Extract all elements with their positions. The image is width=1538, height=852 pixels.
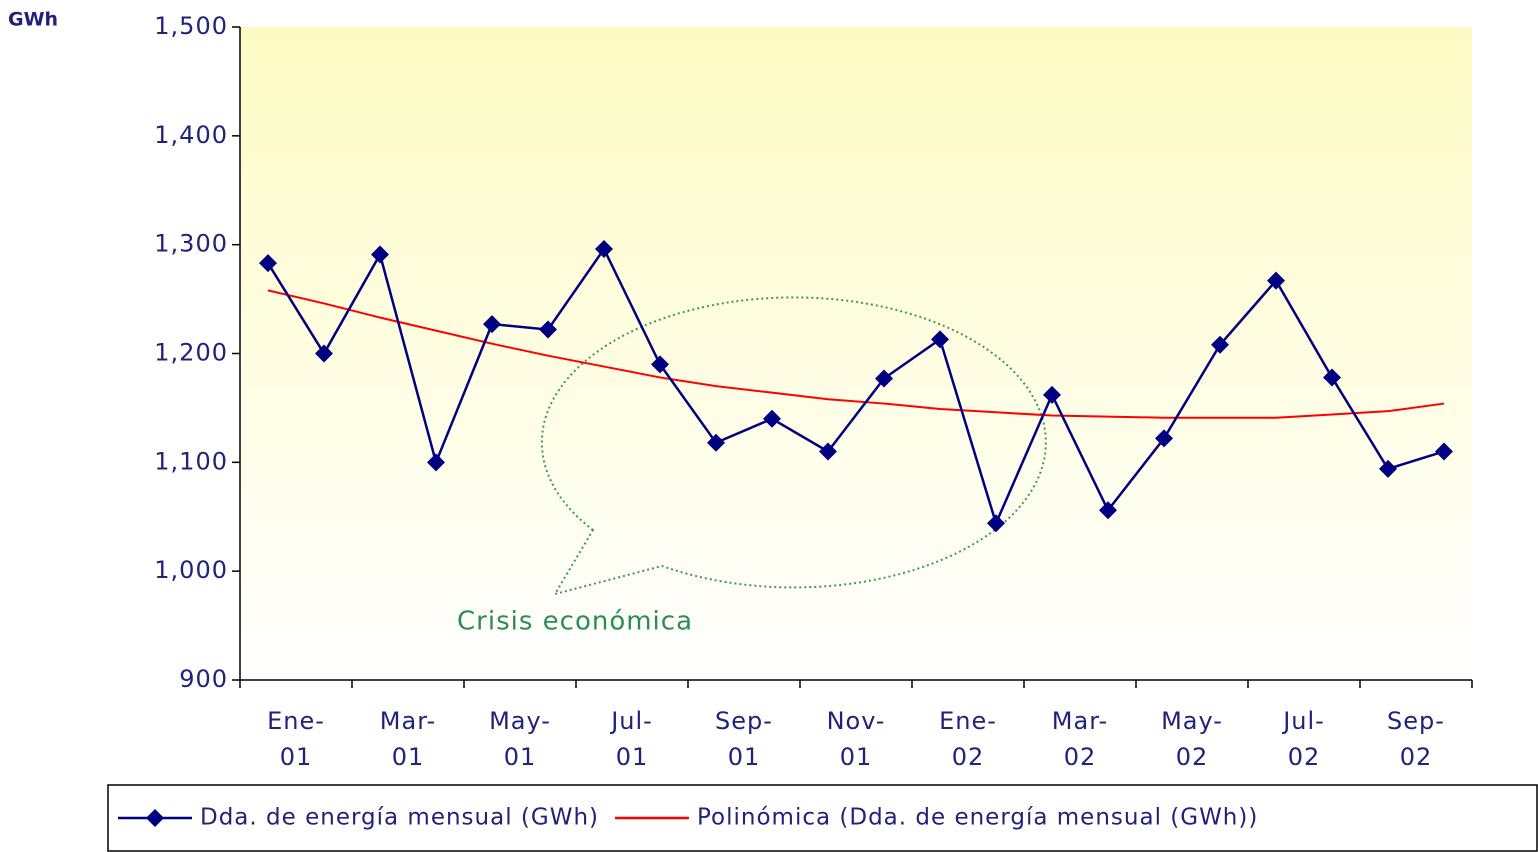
y-tick-label: 1,400	[154, 121, 228, 149]
point	[1043, 385, 1061, 404]
point	[931, 330, 949, 349]
legend-marker	[146, 809, 164, 827]
x-tick-label: Ene-01	[267, 707, 325, 771]
point	[539, 320, 557, 339]
point	[1155, 429, 1173, 448]
point	[427, 453, 445, 472]
y-tick-label: 1,200	[154, 339, 228, 367]
point	[1323, 368, 1341, 387]
point	[595, 240, 613, 259]
y-tick-label: 1,300	[154, 230, 228, 258]
x-tick-label: Sep-02	[1387, 707, 1445, 771]
y-axis-label: GWh	[8, 9, 58, 31]
legend	[107, 784, 1538, 852]
legend-label: Dda. de energía mensual (GWh)	[200, 805, 599, 831]
point	[483, 315, 501, 334]
point	[1211, 335, 1229, 354]
point	[1267, 271, 1285, 290]
y-tick-label: 900	[179, 665, 228, 693]
x-tick-label: Jul-02	[1281, 707, 1325, 771]
annotation: Crisis económica	[457, 607, 693, 637]
x-tick-label: Mar-01	[380, 707, 436, 771]
point	[259, 254, 277, 273]
legend-label: Polinómica (Dda. de energía mensual (GWh…	[697, 805, 1258, 831]
x-tick-label: Ene-02	[939, 707, 997, 771]
x-tick-label: Sep-01	[715, 707, 773, 771]
point	[315, 344, 333, 363]
point	[371, 245, 389, 264]
x-tick-label: Mar-02	[1052, 707, 1108, 771]
point	[707, 433, 725, 452]
x-tick-label: May-01	[489, 707, 551, 771]
x-tick-label: Jul-01	[609, 707, 653, 771]
point	[987, 514, 1005, 533]
x-tick-label: Nov-01	[827, 707, 886, 771]
point	[819, 442, 837, 461]
series-line	[266, 246, 1445, 527]
series-line	[267, 289, 1445, 419]
point	[1435, 442, 1453, 461]
point	[651, 355, 669, 374]
point	[763, 409, 781, 428]
point	[1379, 459, 1397, 478]
point	[1099, 501, 1117, 520]
plot-area	[240, 27, 1472, 680]
point	[875, 369, 893, 388]
y-tick-label: 1,000	[154, 556, 228, 584]
x-tick-label: May-02	[1161, 707, 1223, 771]
y-tick-label: 1,500	[154, 12, 228, 40]
y-tick-label: 1,100	[154, 447, 228, 475]
